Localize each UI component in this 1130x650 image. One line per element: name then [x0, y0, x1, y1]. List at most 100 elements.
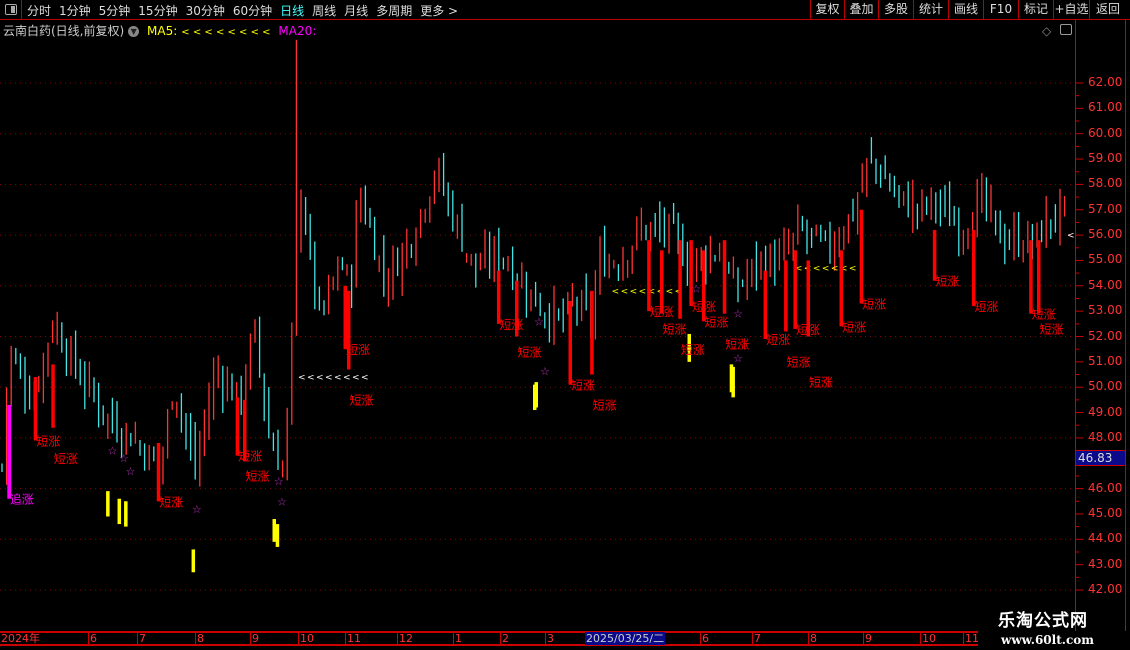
- short-rise-bar: [235, 397, 240, 456]
- y-tick-label: 59.00: [1088, 151, 1123, 166]
- period-tab-9[interactable]: 多周期: [376, 4, 413, 18]
- x-tick-label: 1: [453, 632, 462, 645]
- signal-label: 短涨: [499, 317, 523, 332]
- signal-label: 短涨: [238, 449, 262, 464]
- y-tick-label: 52.00: [1088, 328, 1123, 343]
- toolbar-button-1[interactable]: 叠加: [844, 0, 878, 20]
- yellow-bar: [687, 333, 691, 362]
- signal-label: 短涨: [663, 322, 687, 337]
- short-rise-bar: [243, 399, 247, 461]
- arrow-left-icon: <: [630, 287, 638, 297]
- y-tick-label: 60.00: [1088, 125, 1123, 140]
- star-icon: ☆: [125, 465, 135, 478]
- short-rise-bar: [1029, 240, 1033, 314]
- diamond-icon[interactable]: ◇: [1042, 24, 1052, 38]
- star-icon: ☆: [733, 308, 743, 321]
- signal-label: 短涨: [159, 494, 183, 509]
- toolbar-button-5[interactable]: F10: [983, 0, 1018, 20]
- ma5-value: < < < < < < < <: [181, 27, 271, 38]
- arrow-left-icon: <: [840, 264, 848, 274]
- short-rise-bar: [793, 250, 797, 329]
- arrow-left-icon: <: [298, 373, 306, 383]
- period-tab-5[interactable]: 60分钟: [232, 4, 273, 18]
- period-tab-1[interactable]: 1分钟: [59, 4, 91, 18]
- arrow-left-icon: <: [849, 264, 857, 274]
- toolbar-button-2[interactable]: 多股: [878, 0, 913, 20]
- arrow-left-icon: <: [822, 264, 830, 274]
- chevron-down-icon[interactable]: ▼: [128, 26, 140, 37]
- short-rise-bar: [859, 209, 864, 304]
- short-rise-bar: [51, 364, 55, 428]
- short-rise-bar: [496, 270, 501, 324]
- signal-label: 短涨: [1032, 307, 1056, 322]
- star-icon: ☆: [108, 445, 118, 458]
- arrow-left-icon: <: [795, 264, 803, 274]
- signal-label: 短涨: [349, 392, 373, 407]
- layout-toggle-button[interactable]: [0, 0, 22, 20]
- signal-label: 短涨: [725, 337, 749, 352]
- arrow-left-icon: <: [307, 373, 315, 383]
- x-tick-label: 7: [752, 632, 761, 645]
- period-tab-3[interactable]: 15分钟: [138, 4, 178, 18]
- panel-toggle-icon[interactable]: [1060, 24, 1072, 35]
- short-rise-bar: [763, 270, 768, 340]
- watermark-name: 乐淘公式网: [998, 611, 1088, 631]
- short-rise-bar: [568, 301, 572, 385]
- toolbar-button-6[interactable]: 标记: [1018, 0, 1053, 20]
- signal-label: 短涨: [766, 332, 790, 347]
- period-tab-6[interactable]: 日线: [280, 4, 305, 18]
- date-axis: [0, 631, 978, 646]
- arrow-left-icon: <: [666, 287, 674, 297]
- stock-title: 云南白药(日线,前复权): [3, 24, 125, 38]
- y-tick-label: 45.00: [1088, 505, 1123, 520]
- signal-label: 短涨: [692, 299, 716, 314]
- y-tick-label: 44.00: [1088, 531, 1123, 546]
- star-icon: ☆: [192, 503, 202, 516]
- arrow-left-icon: <: [612, 287, 620, 297]
- arrow-left-icon: <: [813, 264, 821, 274]
- toolbar-button-0[interactable]: 复权: [810, 0, 844, 20]
- toolbar-button-8[interactable]: 返回: [1089, 0, 1126, 20]
- signal-label: 短涨: [346, 342, 370, 357]
- x-tick-label: 8: [195, 632, 204, 645]
- toolbar-button-3[interactable]: 统计: [913, 0, 948, 20]
- period-tab-10[interactable]: 更多 >: [420, 4, 459, 18]
- chase-bar: [7, 404, 12, 499]
- y-tick-label: 62.00: [1088, 75, 1123, 89]
- period-tab-2[interactable]: 5分钟: [98, 4, 131, 18]
- yellow-bar: [272, 519, 276, 542]
- period-tab-7[interactable]: 周线: [312, 4, 337, 18]
- x-tick-label: 11: [963, 632, 979, 645]
- arrow-left-icon: <: [361, 373, 369, 383]
- star-icon: ☆: [691, 282, 701, 295]
- arrow-left-icon: <: [334, 373, 342, 383]
- signal-label: 短涨: [571, 378, 595, 393]
- yellow-bar: [275, 524, 280, 547]
- toolbar-button-7[interactable]: +自选: [1053, 0, 1089, 20]
- yellow-bar: [106, 491, 110, 517]
- short-rise-bar: [722, 240, 727, 314]
- signal-label: 短涨: [796, 322, 820, 337]
- short-rise-bar: [689, 240, 693, 307]
- x-tick-label: 9: [250, 632, 259, 645]
- watermark: 乐淘公式网 www.60lt.com: [998, 606, 1094, 647]
- short-rise-bar: [784, 260, 788, 332]
- y-tick-label: 58.00: [1088, 176, 1123, 191]
- period-tab-8[interactable]: 月线: [344, 4, 369, 18]
- signal-label: 短涨: [593, 398, 617, 413]
- signal-label: 短涨: [650, 304, 674, 319]
- period-tab-4[interactable]: 30分钟: [185, 4, 225, 18]
- y-tick-label: 54.00: [1088, 277, 1123, 292]
- x-tick-label: 2024年: [1, 632, 40, 645]
- y-tick-label: 57.00: [1088, 201, 1123, 216]
- x-tick-label: 7: [137, 632, 146, 645]
- yellow-bar: [124, 501, 128, 527]
- period-tab-0[interactable]: 分时: [27, 4, 52, 18]
- y-tick-label: 56.00: [1088, 227, 1123, 242]
- x-tick-label: 6: [88, 632, 97, 645]
- toolbar-button-4[interactable]: 画线: [948, 0, 983, 20]
- short-rise-bar: [839, 250, 843, 327]
- short-rise-bar: [1037, 240, 1041, 314]
- star-icon: ☆: [540, 365, 550, 378]
